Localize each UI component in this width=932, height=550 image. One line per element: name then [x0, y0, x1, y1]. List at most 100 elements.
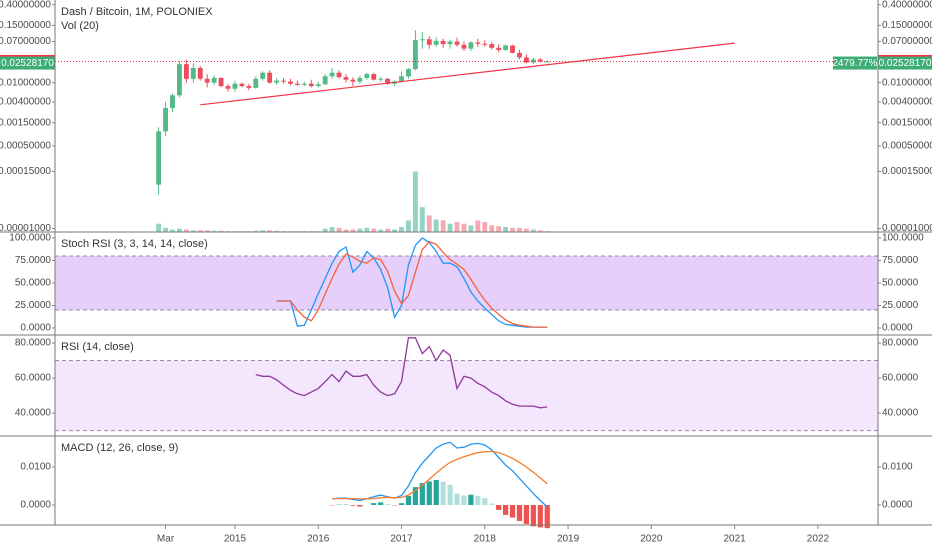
y-tick-label: 0.00150000 [0, 117, 51, 128]
volume-bar [412, 171, 418, 232]
trendline-price-label: 0.02528170 [879, 58, 932, 69]
candle-body [350, 79, 356, 82]
candle-body [510, 45, 515, 53]
histogram-bar [530, 505, 536, 527]
volume-bar [204, 230, 210, 232]
y-tick-label: 0.00015000 [882, 166, 932, 177]
candle-body [190, 67, 196, 79]
histogram-bar [419, 482, 425, 506]
y-tick-label: 0.15000000 [0, 20, 51, 31]
volume-bar [211, 230, 217, 232]
volume-bar [489, 225, 495, 232]
candle-body [461, 44, 467, 49]
volume-bar [253, 230, 259, 232]
candle-body [163, 108, 168, 132]
histogram-bar [378, 502, 384, 506]
volume-bar [170, 229, 175, 232]
candle-body [385, 78, 391, 84]
candle-body [218, 77, 224, 87]
volume-bar [461, 223, 467, 232]
candle-body [530, 59, 536, 63]
volume-bar [399, 227, 404, 232]
volume-bar [496, 226, 502, 232]
candle-body [267, 72, 273, 83]
y-tick-label: 0.01000000 [0, 77, 51, 88]
x-tick-label: 2022 [807, 534, 830, 545]
pane-title: MACD (12, 26, close, 9) [61, 442, 178, 454]
candle-body [357, 77, 363, 82]
candle-body [288, 81, 293, 84]
volume-bar [163, 227, 168, 232]
volume-bar [406, 220, 411, 232]
candle-body [170, 95, 175, 109]
candle-body [281, 80, 286, 82]
candle-body [315, 84, 321, 87]
candle-body [523, 57, 529, 63]
candle-body [204, 78, 210, 83]
y-tick-label: 0.00001000 [0, 223, 51, 234]
volume-bar [482, 222, 488, 232]
volume-bar [447, 223, 453, 232]
candle-body [232, 83, 238, 89]
indicator-line [332, 450, 548, 500]
candle-body [496, 47, 502, 50]
x-tick-label: 2020 [640, 534, 663, 545]
candle-body [301, 83, 307, 85]
y-tick-label: 0.00400000 [882, 97, 932, 108]
volume-bar [426, 215, 432, 232]
candle-body [440, 40, 446, 45]
x-tick-label: 2017 [390, 534, 413, 545]
trendline-price-label-box [0, 56, 55, 70]
y-tick-label: 60.0000 [15, 373, 52, 384]
histogram-bar [503, 505, 509, 515]
histogram-bar [461, 495, 467, 506]
y-tick-label: 75.0000 [882, 255, 919, 266]
volume-bar [385, 228, 391, 232]
band-fill [55, 360, 878, 431]
volume-bar [322, 228, 328, 232]
x-tick-label: 2016 [307, 534, 330, 545]
candle-body [211, 77, 217, 83]
volume-bar [197, 230, 203, 232]
y-tick-label: 80.0000 [15, 338, 52, 349]
candle-body [447, 41, 453, 45]
indicator-line [276, 237, 548, 328]
trendline [200, 42, 735, 106]
x-tick-label: 2015 [224, 534, 247, 545]
candle-body [274, 80, 280, 83]
trendline-price-label: 0.02528170 [1, 58, 54, 69]
y-tick-label: 0.40000000 [882, 0, 932, 10]
y-tick-label: 25.0000 [15, 300, 52, 311]
volume-bar [510, 227, 515, 232]
candle-body [239, 83, 245, 87]
volume-bar [190, 230, 196, 232]
volume-bar [357, 228, 363, 232]
histogram-bar [516, 505, 523, 521]
candle-body [308, 83, 314, 87]
y-tick-label: 0.40000000 [0, 0, 51, 10]
indicator-line [255, 337, 548, 409]
y-tick-label: 0.15000000 [882, 20, 932, 31]
y-tick-label: 0.00150000 [882, 117, 932, 128]
y-tick-label: 0.00050000 [882, 141, 932, 152]
volume-bar [517, 227, 522, 232]
histogram-bar [357, 505, 363, 507]
volume-bar [267, 230, 273, 232]
trendline-price-label-box [878, 56, 932, 70]
x-tick-label: 2018 [474, 534, 497, 545]
pane-title: RSI (14, close) [61, 341, 134, 353]
candle-body [371, 74, 377, 80]
candle-body [253, 78, 259, 88]
candle-body [537, 59, 543, 62]
volume-bar [260, 230, 266, 232]
y-tick-label: 0.0000 [20, 500, 51, 511]
histogram-bar [398, 503, 405, 506]
candle-body [412, 40, 418, 70]
x-tick-label: 2021 [723, 534, 746, 545]
volume-bar [336, 227, 342, 232]
histogram-bar [371, 503, 377, 506]
histogram-bar [496, 505, 502, 510]
volume-bar [329, 227, 335, 232]
